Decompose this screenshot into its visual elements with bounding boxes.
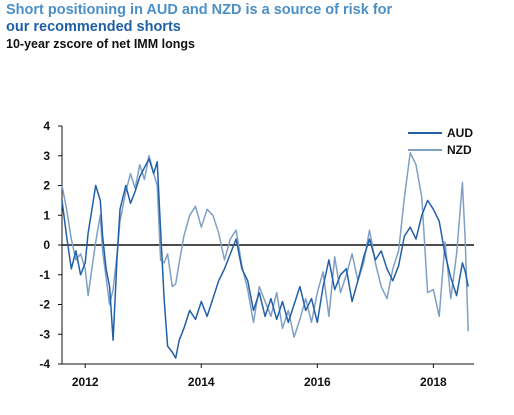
y-tick-label: 1 bbox=[43, 208, 50, 222]
y-tick-label: 4 bbox=[43, 119, 50, 133]
y-tick-label: -3 bbox=[39, 327, 50, 341]
chart-axes: 4 3 2 1 0 -1 -2 -3 -4 2012 2014 2016 2018 bbox=[39, 119, 474, 389]
y-tick-label: 0 bbox=[43, 238, 50, 252]
y-tick-label: 3 bbox=[43, 149, 50, 163]
y-tick-label: -1 bbox=[39, 268, 50, 282]
chart-legend: AUD NZD bbox=[408, 126, 473, 157]
x-tick-label: 2016 bbox=[304, 375, 331, 389]
chart-title: Short positioning in AUD and NZD is a so… bbox=[6, 2, 392, 36]
chart-series bbox=[61, 152, 469, 359]
chart-subtitle: 10-year zscore of net IMM longs bbox=[6, 37, 195, 51]
x-tick-label: 2018 bbox=[420, 375, 447, 389]
legend-label-aud: AUD bbox=[447, 126, 473, 140]
legend-label-nzd: NZD bbox=[447, 143, 472, 157]
y-tick-label: 2 bbox=[43, 179, 50, 193]
chart-title-line2: our recommended shorts bbox=[6, 19, 181, 35]
series-line-aud bbox=[61, 157, 469, 359]
x-tick-label: 2014 bbox=[188, 375, 215, 389]
chart-title-line1: Short positioning in AUD and NZD is a so… bbox=[6, 2, 393, 18]
y-tick-label: -2 bbox=[39, 298, 50, 312]
y-tick-label: -4 bbox=[39, 357, 50, 371]
x-tick-label: 2012 bbox=[72, 375, 99, 389]
